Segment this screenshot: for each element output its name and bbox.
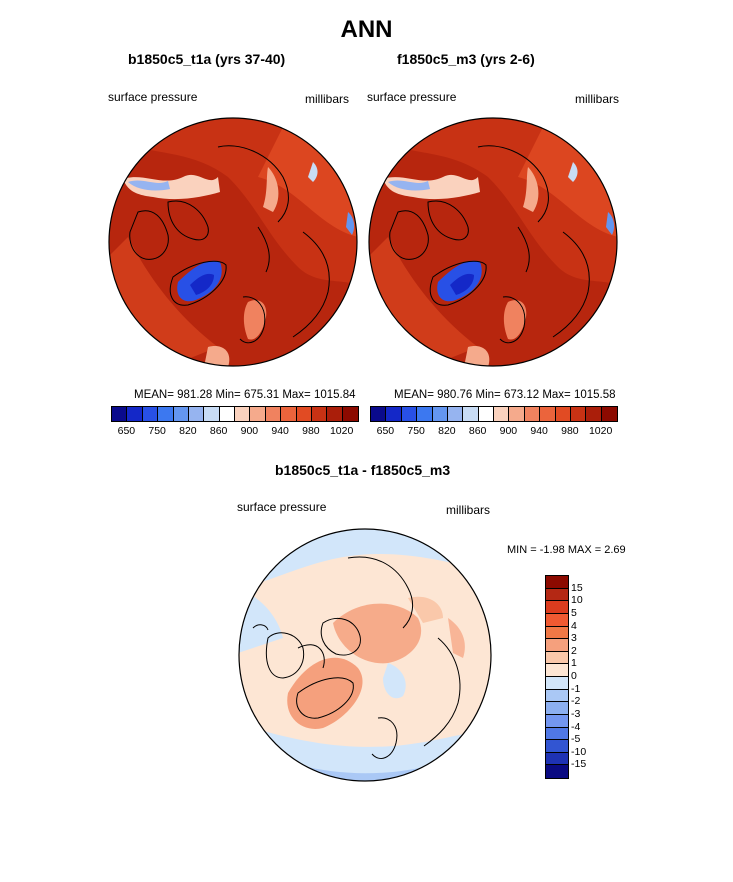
diff-colorbar-swatch <box>546 576 568 589</box>
colorbar-swatch <box>586 407 602 421</box>
colorbar-tick-label: 820 <box>438 425 456 437</box>
diff-colorbar-tick-label: -2 <box>571 695 581 708</box>
colorbar-swatch <box>327 407 343 421</box>
diff-colorbar-swatch <box>546 588 568 602</box>
diff-colorbar-swatch <box>546 639 568 652</box>
panel-2-map <box>368 117 618 367</box>
colorbar-swatch <box>570 407 587 421</box>
colorbar-swatch <box>417 407 433 421</box>
panel-1-map <box>108 117 358 367</box>
colorbar-swatch <box>540 407 556 421</box>
colorbar-swatch <box>188 407 205 421</box>
colorbar-swatch <box>204 407 220 421</box>
diff-colorbar-swatch <box>546 702 568 715</box>
diff-panel-map <box>238 528 492 782</box>
diff-colorbar-swatch <box>546 765 568 778</box>
colorbar-swatch <box>432 407 448 421</box>
colorbar-tick-label: 750 <box>407 425 425 437</box>
colorbar-tick-label: 860 <box>209 425 228 437</box>
colorbar-tick-label: 940 <box>530 425 548 437</box>
panel-2-units-label: millibars <box>575 92 620 106</box>
colorbar-tick-label: 650 <box>117 425 136 437</box>
colorbar-swatch <box>281 407 297 421</box>
colorbar-tick-label: 940 <box>271 425 289 437</box>
colorbar-swatch <box>235 407 251 421</box>
diff-colorbar-tick-label: -3 <box>571 707 581 720</box>
colorbar-tick-label: 820 <box>179 425 197 437</box>
panel-2-variable-label: surface pressure <box>367 90 457 104</box>
panel-2-colorbar <box>370 406 618 422</box>
colorbar-swatch <box>478 407 494 421</box>
diff-colorbar-tick-label: 3 <box>571 632 577 645</box>
colorbar-tick-label: 980 <box>302 425 320 437</box>
diff-colorbar-swatch <box>546 727 568 741</box>
diff-colorbar-tick-label: -4 <box>571 720 581 733</box>
diff-colorbar-swatch <box>546 677 568 690</box>
diff-colorbar-tick-label: 4 <box>571 619 577 632</box>
colorbar-tick-label: 900 <box>240 425 259 437</box>
colorbar-swatch <box>601 407 617 421</box>
diff-colorbar-tick-label: 1 <box>571 657 577 670</box>
colorbar-swatch <box>447 407 464 421</box>
panel-1-title: b1850c5_t1a (yrs 37-40) <box>128 51 286 67</box>
diff-colorbar-tick-label: 10 <box>571 594 583 607</box>
main-title: ANN <box>340 16 393 43</box>
panel-2-stats: MEAN= 980.76 Min= 673.12 Max= 1015.58 <box>394 389 616 401</box>
diff-colorbar-tick-label: 5 <box>571 606 577 619</box>
colorbar-swatch <box>296 407 312 421</box>
panel-1-units-label: millibars <box>305 92 350 106</box>
diff-colorbar-swatch <box>546 689 568 703</box>
colorbar-swatch <box>494 407 510 421</box>
colorbar-swatch <box>401 407 418 421</box>
colorbar-swatch <box>371 407 387 421</box>
colorbar-tick-label: 1020 <box>329 425 354 437</box>
diff-colorbar-swatch <box>546 714 568 728</box>
diff-colorbar <box>545 575 569 779</box>
colorbar-tick-label: 750 <box>148 425 166 437</box>
diff-colorbar-tick-label: 2 <box>571 644 577 657</box>
colorbar-swatch <box>524 407 541 421</box>
diff-colorbar-tick-label: 15 <box>571 581 583 594</box>
diff-panel-title: b1850c5_t1a - f1850c5_m3 <box>275 462 451 478</box>
colorbar-swatch <box>342 407 358 421</box>
panel-1-stats: MEAN= 981.28 Min= 675.31 Max= 1015.84 <box>134 389 356 401</box>
colorbar-swatch <box>127 407 143 421</box>
diff-panel-variable-label: surface pressure <box>237 500 327 514</box>
diff-colorbar-tick-label: -1 <box>571 682 581 695</box>
colorbar-swatch <box>158 407 174 421</box>
panel-1-variable-label: surface pressure <box>108 90 198 104</box>
colorbar-swatch <box>555 407 571 421</box>
diff-colorbar-swatch <box>546 651 568 665</box>
diff-colorbar-tick-label: 0 <box>571 670 577 682</box>
panel-2-title: f1850c5_m3 (yrs 2-6) <box>397 51 535 67</box>
colorbar-tick-label: 980 <box>561 425 579 437</box>
colorbar-tick-label: 1020 <box>588 425 613 437</box>
diff-colorbar-tick-label: -10 <box>571 745 587 758</box>
diff-colorbar-swatch <box>546 601 568 614</box>
diff-colorbar-tick-label: -5 <box>571 733 581 746</box>
colorbar-swatch <box>265 407 282 421</box>
colorbar-swatch <box>112 407 128 421</box>
colorbar-swatch <box>386 407 402 421</box>
diff-colorbar-swatch <box>546 664 568 677</box>
colorbar-swatch <box>250 407 266 421</box>
colorbar-swatch <box>142 407 159 421</box>
colorbar-swatch <box>509 407 525 421</box>
colorbar-swatch <box>311 407 328 421</box>
colorbar-tick-label: 860 <box>468 425 487 437</box>
diff-panel-units-label: millibars <box>446 503 491 517</box>
diff-panel-stats: MIN = -1.98 MAX = 2.69 <box>507 544 626 556</box>
colorbar-swatch <box>219 407 235 421</box>
diff-colorbar-swatch <box>546 752 568 766</box>
diff-colorbar-swatch <box>546 613 568 627</box>
colorbar-tick-label: 900 <box>499 425 518 437</box>
panel-1-colorbar <box>111 406 359 422</box>
diff-colorbar-tick-label: -15 <box>571 758 587 771</box>
colorbar-tick-label: 650 <box>376 425 395 437</box>
colorbar-swatch <box>463 407 479 421</box>
colorbar-swatch <box>173 407 189 421</box>
diff-colorbar-swatch <box>546 626 568 640</box>
diff-colorbar-swatch <box>546 740 568 753</box>
